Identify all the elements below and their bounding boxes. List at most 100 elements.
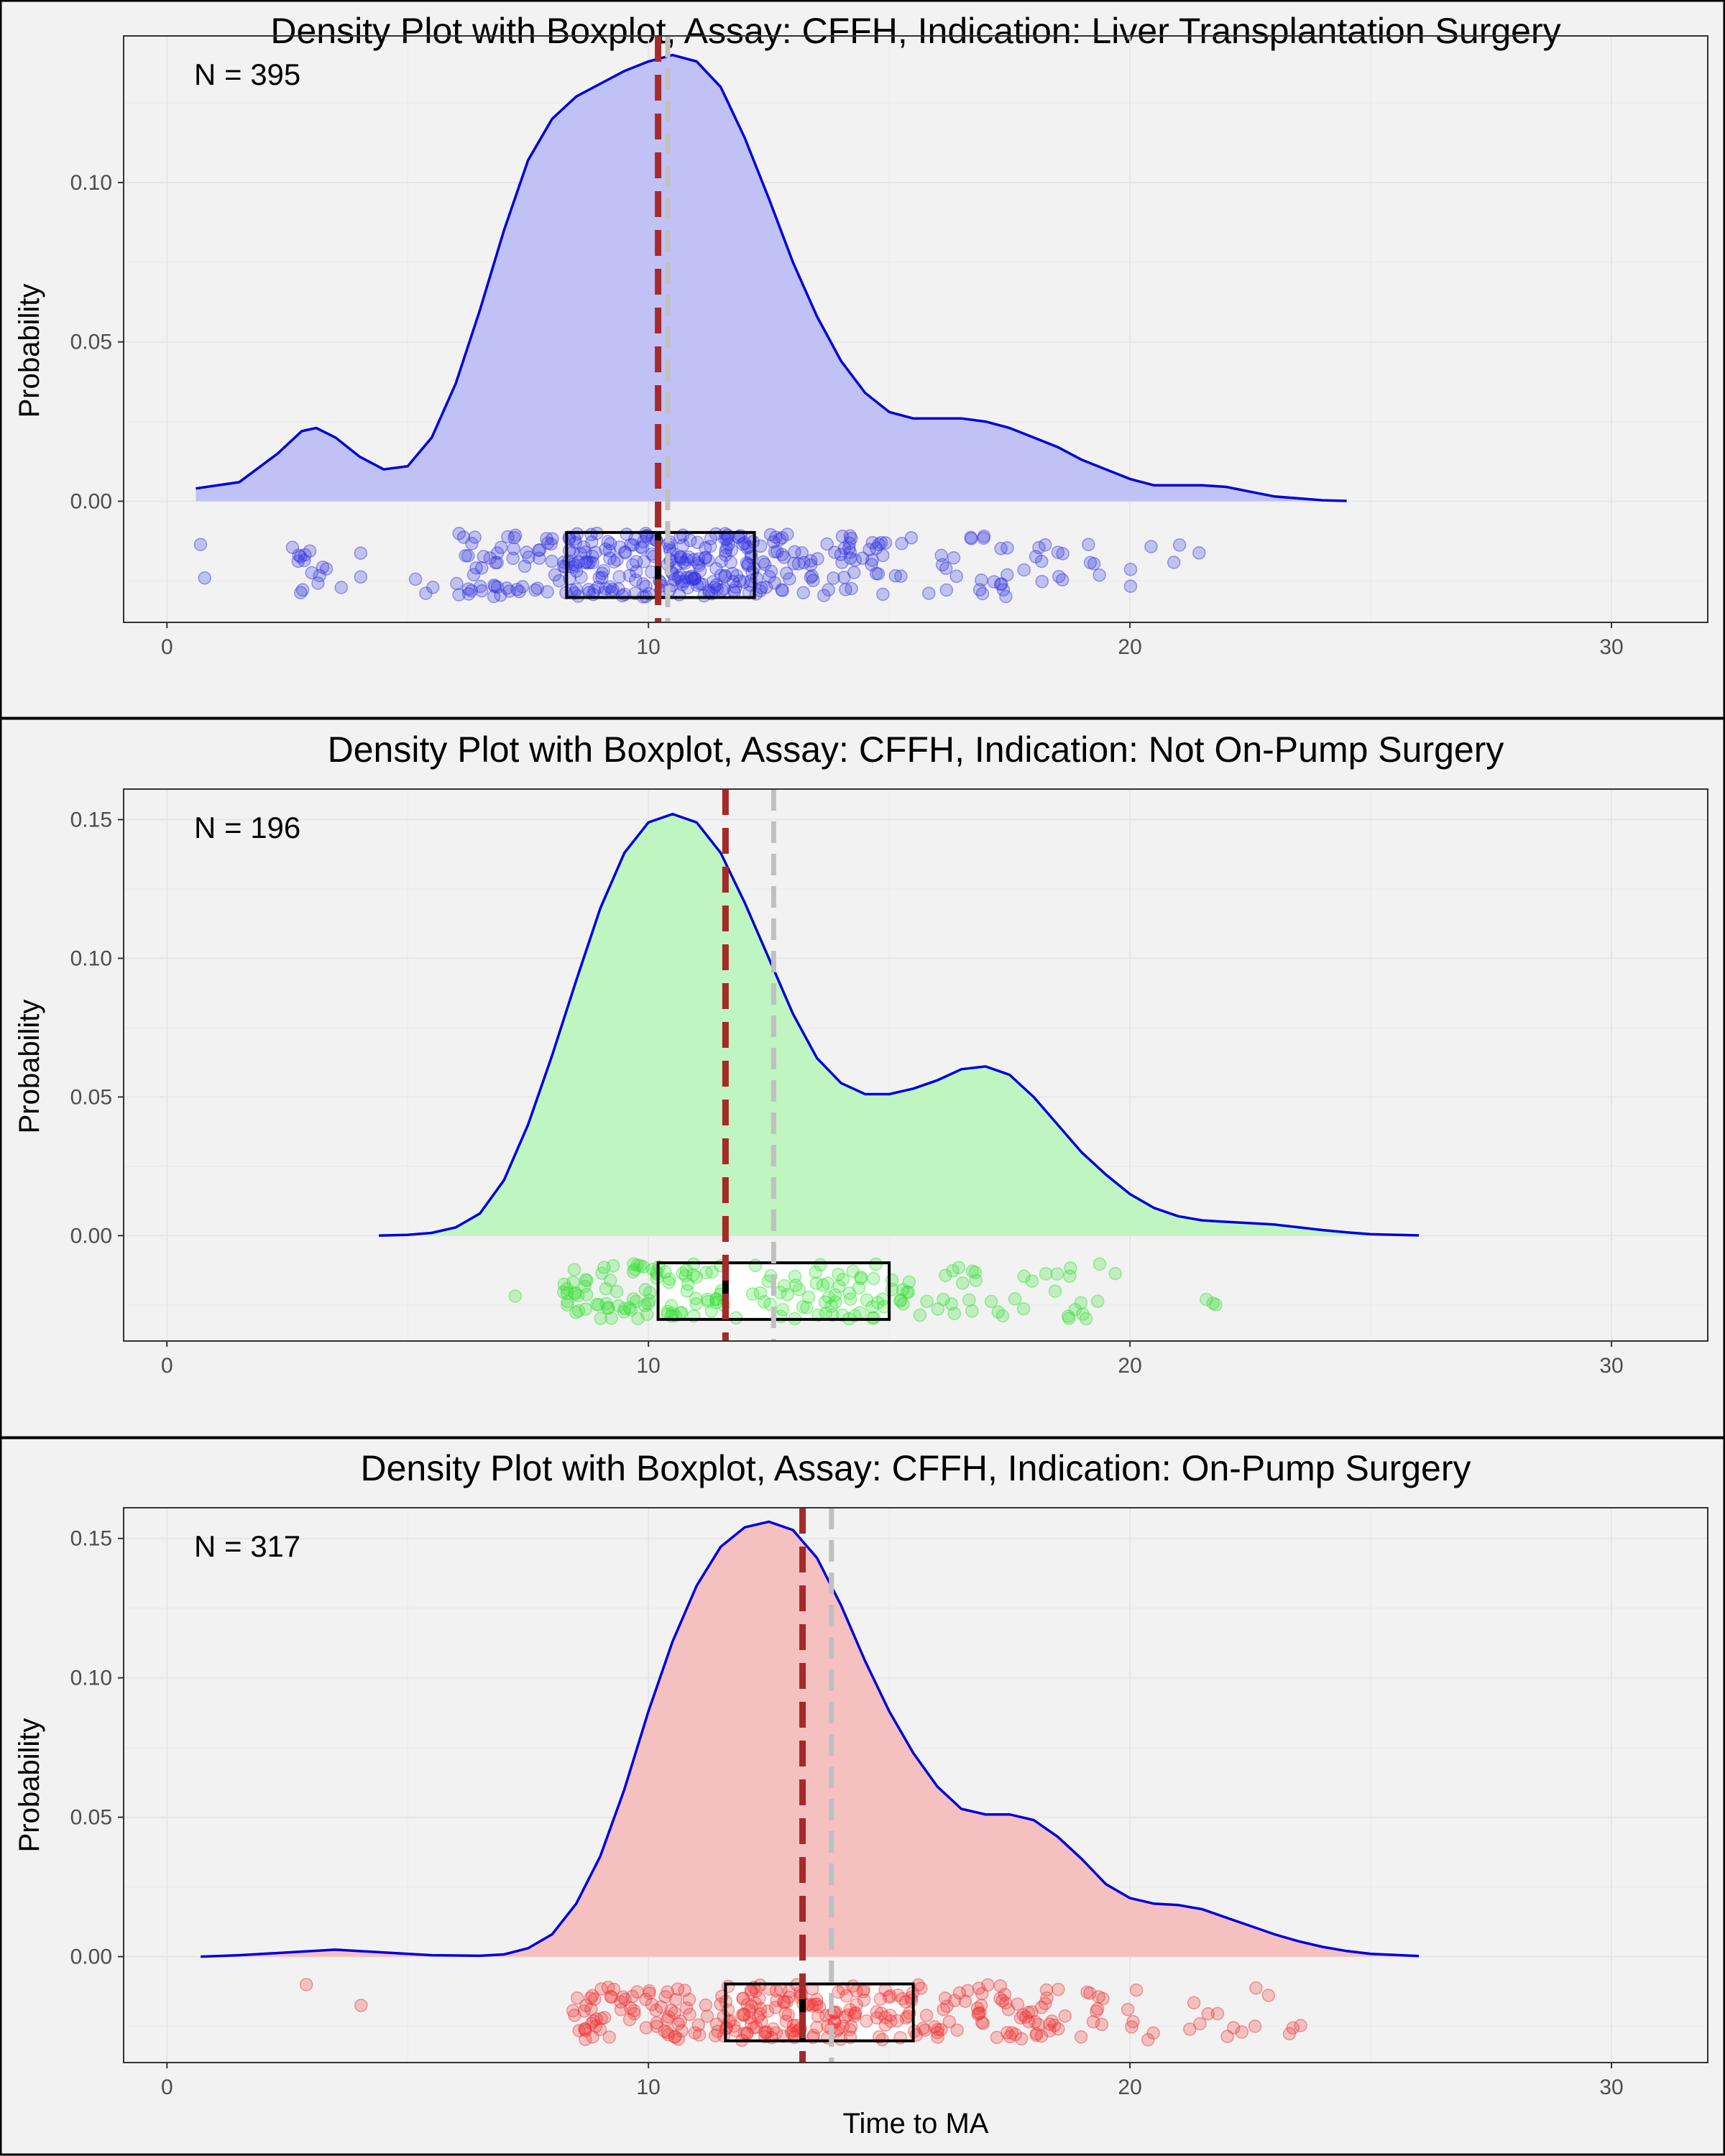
- data-point: [740, 1997, 755, 2012]
- data-point: [556, 1285, 571, 1299]
- data-point: [1062, 1309, 1075, 1323]
- data-point: [701, 1292, 714, 1307]
- data-point: [1000, 2026, 1014, 2040]
- data-point: [741, 557, 755, 571]
- data-point: [999, 1996, 1013, 2010]
- data-point: [1126, 2014, 1140, 2029]
- data-point: [661, 1304, 674, 1319]
- data-point: [878, 2010, 892, 2024]
- data-point: [1062, 1312, 1076, 1325]
- n-annotation: N = 317: [194, 1529, 300, 1563]
- data-point: [617, 1305, 631, 1319]
- data-point: [709, 527, 723, 541]
- data-point: [1051, 545, 1065, 559]
- data-point: [618, 1302, 632, 1316]
- data-point: [776, 2030, 790, 2043]
- data-point: [601, 1302, 615, 1315]
- data-point: [291, 554, 305, 568]
- data-point: [532, 543, 546, 558]
- data-point: [584, 1991, 598, 2005]
- data-point: [934, 2023, 948, 2037]
- data-point: [1235, 2025, 1249, 2039]
- data-point: [680, 571, 694, 584]
- data-point: [893, 1294, 907, 1308]
- data-point: [601, 1981, 615, 1994]
- data-point: [1064, 1261, 1077, 1275]
- data-point: [961, 1984, 975, 1998]
- data-point: [592, 571, 607, 585]
- data-point: [975, 586, 990, 601]
- data-point: [299, 1978, 313, 1991]
- data-point: [860, 1293, 874, 1307]
- data-point: [622, 1301, 637, 1314]
- y-axis-label: Probability: [14, 1000, 45, 1134]
- data-point: [708, 2029, 722, 2042]
- data-point: [699, 1266, 713, 1280]
- data-point: [639, 2021, 653, 2035]
- data-point: [804, 558, 818, 572]
- data-point: [854, 1271, 868, 1286]
- data-point: [571, 555, 585, 569]
- data-point: [354, 1999, 368, 2012]
- data-point: [1028, 2015, 1042, 2029]
- data-point: [848, 553, 862, 567]
- data-point: [780, 1995, 794, 2009]
- data-point: [684, 569, 699, 583]
- data-point: [1183, 2022, 1197, 2036]
- data-point: [995, 1994, 1009, 2008]
- data-point: [579, 556, 592, 570]
- data-point: [459, 548, 472, 563]
- data-point: [836, 2019, 850, 2033]
- data-point: [408, 572, 423, 586]
- data-point: [965, 1264, 980, 1278]
- data-point: [675, 2024, 689, 2038]
- y-tick-label: 0.15: [70, 808, 112, 831]
- data-point: [984, 1294, 998, 1309]
- data-point: [1034, 2001, 1049, 2014]
- data-point: [316, 560, 330, 574]
- data-point: [623, 2001, 638, 2015]
- data-point: [594, 1982, 608, 1996]
- data-point: [673, 568, 687, 582]
- data-point: [974, 1999, 988, 2012]
- data-point: [935, 558, 949, 572]
- data-point: [1076, 1307, 1090, 1321]
- y-tick-label: 0.00: [70, 489, 112, 513]
- data-point: [303, 544, 317, 558]
- data-point: [689, 1291, 703, 1306]
- data-point: [1034, 2029, 1049, 2043]
- data-point: [882, 1990, 896, 2004]
- data-point: [1040, 1991, 1054, 2005]
- data-point: [664, 1299, 678, 1313]
- data-point: [745, 1999, 759, 2013]
- data-point: [699, 551, 712, 565]
- data-point: [295, 583, 310, 597]
- data-point: [845, 531, 858, 545]
- x-tick-label: 0: [161, 2076, 173, 2099]
- data-point: [607, 555, 621, 569]
- data-point: [821, 1276, 834, 1290]
- data-point: [668, 2030, 682, 2044]
- data-point: [699, 550, 712, 564]
- data-point: [1021, 2005, 1036, 2019]
- data-point: [718, 570, 732, 584]
- data-point: [939, 1268, 952, 1282]
- data-point: [592, 1298, 606, 1312]
- data-point: [686, 572, 700, 586]
- data-point: [1050, 1267, 1064, 1281]
- data-point: [763, 570, 776, 584]
- data-point: [426, 581, 440, 594]
- data-point: [461, 549, 475, 563]
- data-point: [618, 1992, 632, 2007]
- data-point: [540, 585, 554, 599]
- data-point: [729, 580, 742, 594]
- data-point: [540, 532, 553, 545]
- data-point: [865, 553, 879, 567]
- data-point: [584, 2017, 599, 2030]
- data-point: [782, 1990, 796, 2004]
- data-point: [844, 2019, 858, 2034]
- data-point: [939, 583, 954, 597]
- data-point: [965, 1304, 979, 1318]
- data-point: [1286, 2021, 1300, 2035]
- data-point: [311, 576, 325, 590]
